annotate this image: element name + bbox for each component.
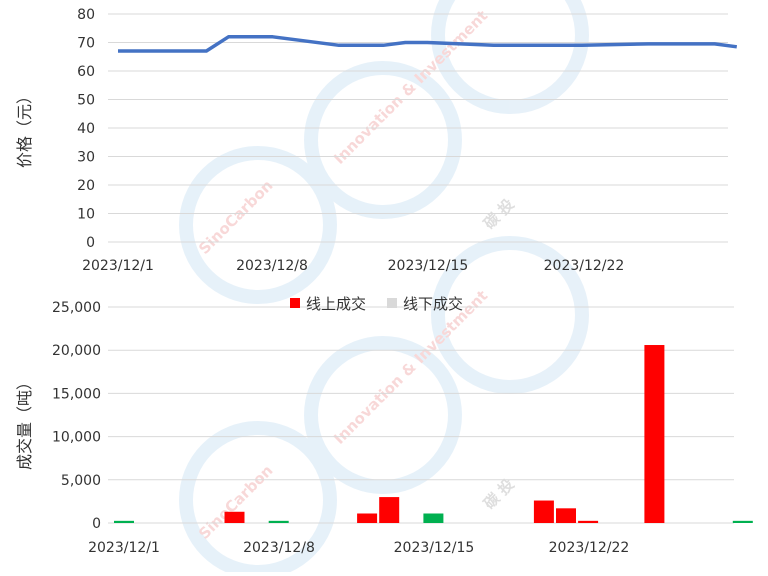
price-x-tick-label: 2023/12/22 xyxy=(544,258,625,274)
volume-y-tick-label: 10,000 xyxy=(52,430,101,446)
watermark-ring xyxy=(311,68,455,212)
watermark-logo: SinoCarbon Innovation & Investment 碳 投 S… xyxy=(186,0,582,572)
price-y-tick-label: 0 xyxy=(86,235,95,251)
price-y-tick-label: 50 xyxy=(77,93,95,109)
watermark-ring xyxy=(438,0,582,107)
price-y-tick-label: 10 xyxy=(77,207,95,223)
price-y-tick-label: 30 xyxy=(77,150,95,166)
legend: 线上成交 线下成交 xyxy=(290,295,463,313)
legend-swatch-offline xyxy=(387,298,397,308)
legend-label-online: 线上成交 xyxy=(306,295,366,313)
volume-bar xyxy=(556,508,576,523)
volume-chart: 0 5,000 10,000 15,000 20,000 25,000 2023/12/1… xyxy=(15,295,753,556)
watermark-cn: 碳 投 xyxy=(480,195,518,233)
watermark-cn: 碳 投 xyxy=(480,475,518,513)
price-y-tick-label: 20 xyxy=(77,178,95,194)
watermark-ring xyxy=(311,343,455,487)
volume-y-tick-label: 25,000 xyxy=(52,300,101,316)
price-x-tick-label: 2023/12/8 xyxy=(236,258,308,274)
watermark-ring xyxy=(186,153,330,297)
volume-y-tick-label: 15,000 xyxy=(52,386,101,402)
volume-bar-green xyxy=(423,513,443,523)
price-x-tick-label: 2023/12/1 xyxy=(82,258,154,274)
volume-x-tick-label: 2023/12/8 xyxy=(243,540,315,556)
volume-bar xyxy=(534,501,554,523)
watermark-brand: SinoCarbon xyxy=(195,176,276,257)
volume-bar-green xyxy=(269,521,289,523)
volume-y-tick-label: 5,000 xyxy=(61,473,101,489)
price-y-tick-label: 60 xyxy=(77,64,95,80)
legend-swatch-online xyxy=(290,298,300,308)
volume-bar xyxy=(578,521,598,523)
price-series-line xyxy=(118,37,737,51)
volume-y-axis-title: 成交量（吨） xyxy=(15,374,34,470)
volume-bar-green xyxy=(114,521,134,523)
volume-x-tick-label: 2023/12/1 xyxy=(88,540,160,556)
volume-y-tick-label: 0 xyxy=(92,516,101,532)
volume-bar xyxy=(225,512,245,523)
volume-bar xyxy=(379,497,399,523)
volume-x-tick-label: 2023/12/22 xyxy=(549,540,630,556)
volume-bar-green xyxy=(733,521,753,523)
price-chart: 0 10 20 30 40 50 60 70 80 2023/12/1 2023/12/8 2023… xyxy=(15,7,737,274)
legend-label-offline: 线下成交 xyxy=(403,295,463,313)
volume-bar xyxy=(644,345,664,523)
price-y-tick-label: 80 xyxy=(77,7,95,23)
watermark-brand: SinoCarbon xyxy=(195,461,276,542)
volume-x-tick-label: 2023/12/15 xyxy=(394,540,475,556)
volume-bar xyxy=(357,513,377,523)
price-y-tick-label: 40 xyxy=(77,121,95,137)
volume-y-tick-label: 20,000 xyxy=(52,343,101,359)
price-x-tick-label: 2023/12/15 xyxy=(388,258,469,274)
price-y-tick-label: 70 xyxy=(77,36,95,52)
price-y-axis-title: 价格（元） xyxy=(15,88,34,168)
